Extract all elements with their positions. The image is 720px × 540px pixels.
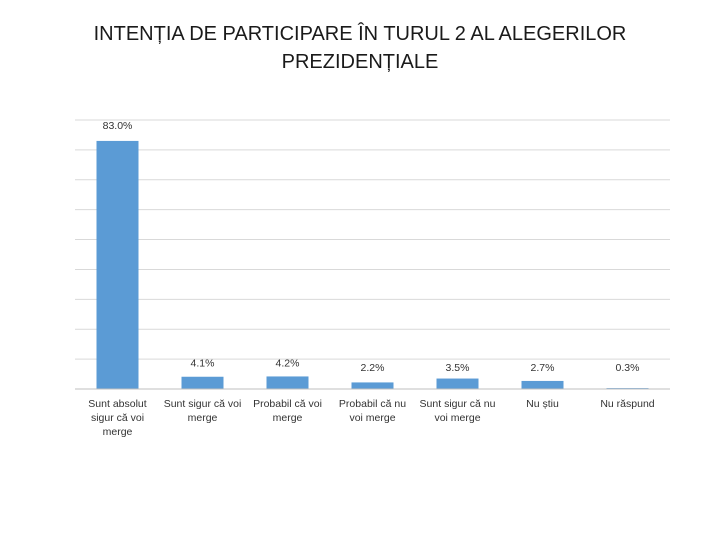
data-label: 4.2% xyxy=(276,357,300,369)
category-label-line: merge xyxy=(273,412,303,424)
bar xyxy=(436,378,479,389)
category-label-line: Sunt sigur că nu xyxy=(420,398,496,410)
category-label-line: Sunt sigur că voi xyxy=(164,398,242,410)
category-label-line: Nu știu xyxy=(526,398,559,410)
data-label: 2.2% xyxy=(361,362,385,374)
data-labels: 83.0% 4.1% 4.2% 2.2% 3.5% 2.7% 0.3% xyxy=(103,120,640,374)
category-label-line: voi merge xyxy=(349,412,395,424)
bar xyxy=(96,140,139,389)
category-label-line: Sunt absolut xyxy=(88,398,146,410)
category-label: Sunt absolut sigur că voi merge xyxy=(88,398,146,438)
category-label: Sunt sigur că voi merge xyxy=(164,398,242,424)
bar xyxy=(181,376,224,389)
category-label-line: Nu răspund xyxy=(600,398,654,410)
chart-title: INTENȚIA DE PARTICIPARE ÎN TURUL 2 AL AL… xyxy=(93,23,627,73)
data-label: 83.0% xyxy=(103,120,133,132)
data-label: 4.1% xyxy=(191,358,215,370)
category-label-line: merge xyxy=(103,426,133,438)
category-label: Probabil că nu voi merge xyxy=(339,398,406,424)
bar xyxy=(521,380,564,389)
bar xyxy=(351,382,394,389)
category-label: Nu știu xyxy=(526,398,559,410)
data-label: 3.5% xyxy=(446,362,470,374)
bar xyxy=(266,376,309,389)
category-label-line: Probabil că nu xyxy=(339,398,406,410)
gridlines xyxy=(75,119,670,390)
category-label-line: sigur că voi xyxy=(91,412,144,424)
data-label: 0.3% xyxy=(616,362,640,374)
category-label: Sunt sigur că nu voi merge xyxy=(420,398,496,424)
category-label-line: voi merge xyxy=(434,412,480,424)
category-label-line: Probabil că voi xyxy=(253,398,322,410)
category-label: Probabil că voi merge xyxy=(253,398,322,424)
data-label: 2.7% xyxy=(531,362,555,374)
bars xyxy=(96,140,649,389)
category-label-line: merge xyxy=(188,412,218,424)
category-label: Nu răspund xyxy=(600,398,654,410)
